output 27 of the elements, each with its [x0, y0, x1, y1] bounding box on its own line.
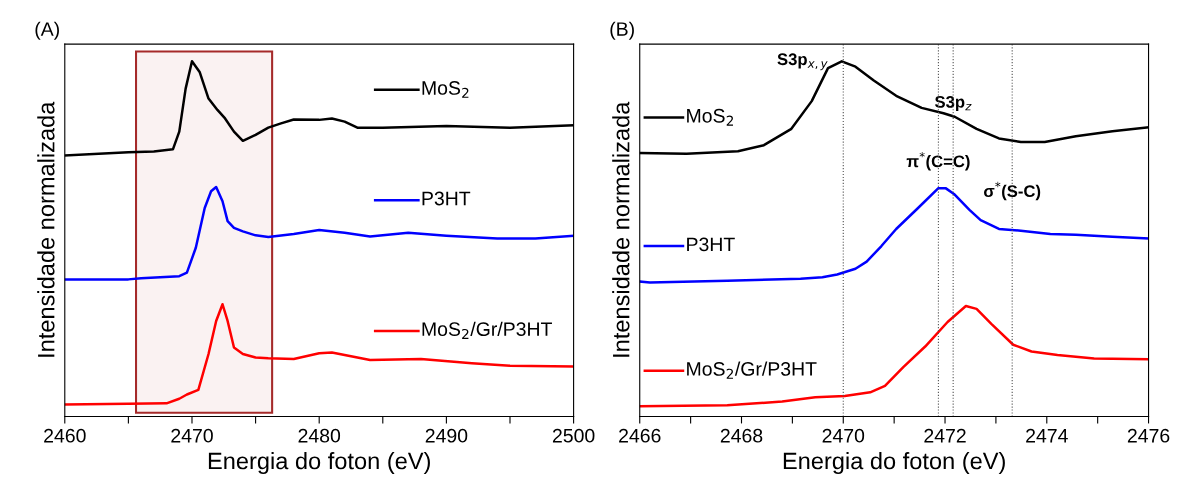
y-axis-title: Intensidade normalizada — [612, 101, 630, 357]
ref-line-label: S3p$_{z}$ — [934, 95, 972, 112]
chart-title: (A) — [35, 21, 59, 40]
x-tick-label: 2480 — [298, 428, 341, 443]
ref-line-label: σ$^{*}$(S-C) — [984, 181, 1041, 201]
x-tick-label: 2476 — [1127, 428, 1170, 443]
legend-label: P3HT — [687, 237, 735, 252]
x-tick-label: 2490 — [425, 428, 468, 443]
x-tick-label: 2468 — [720, 428, 763, 443]
x-tick-label: 2472 — [924, 428, 966, 443]
ref-line-label: π$^{*}$(C=C) — [906, 152, 970, 171]
ref-line-label: S3p$_{x,y}$ — [777, 53, 828, 71]
x-tick-label: 2500 — [552, 428, 595, 443]
x-tick-label: 2470 — [822, 428, 865, 443]
legend-label: MoS$_{2}$ — [422, 81, 469, 98]
x-tick-label: 2466 — [619, 428, 661, 443]
legend-label: MoS$_{2}$ — [687, 108, 733, 126]
legend-label: MoS$_{2}$/Gr/P3HT — [687, 361, 817, 379]
legend-label: P3HT — [422, 191, 471, 206]
y-axis-title: Intensidade normalizada — [37, 101, 55, 357]
x-tick-label: 2460 — [44, 428, 86, 443]
chart-title: (B) — [610, 21, 634, 40]
legend-label: MoS$_{2}$/Gr/P3HT — [422, 321, 552, 339]
x-axis-title: Energia do foton (eV) — [783, 451, 1005, 474]
x-tick-label: 2470 — [171, 428, 213, 443]
x-axis-title: Energia do foton (eV) — [208, 451, 430, 474]
x-tick-label: 2474 — [1026, 428, 1068, 443]
